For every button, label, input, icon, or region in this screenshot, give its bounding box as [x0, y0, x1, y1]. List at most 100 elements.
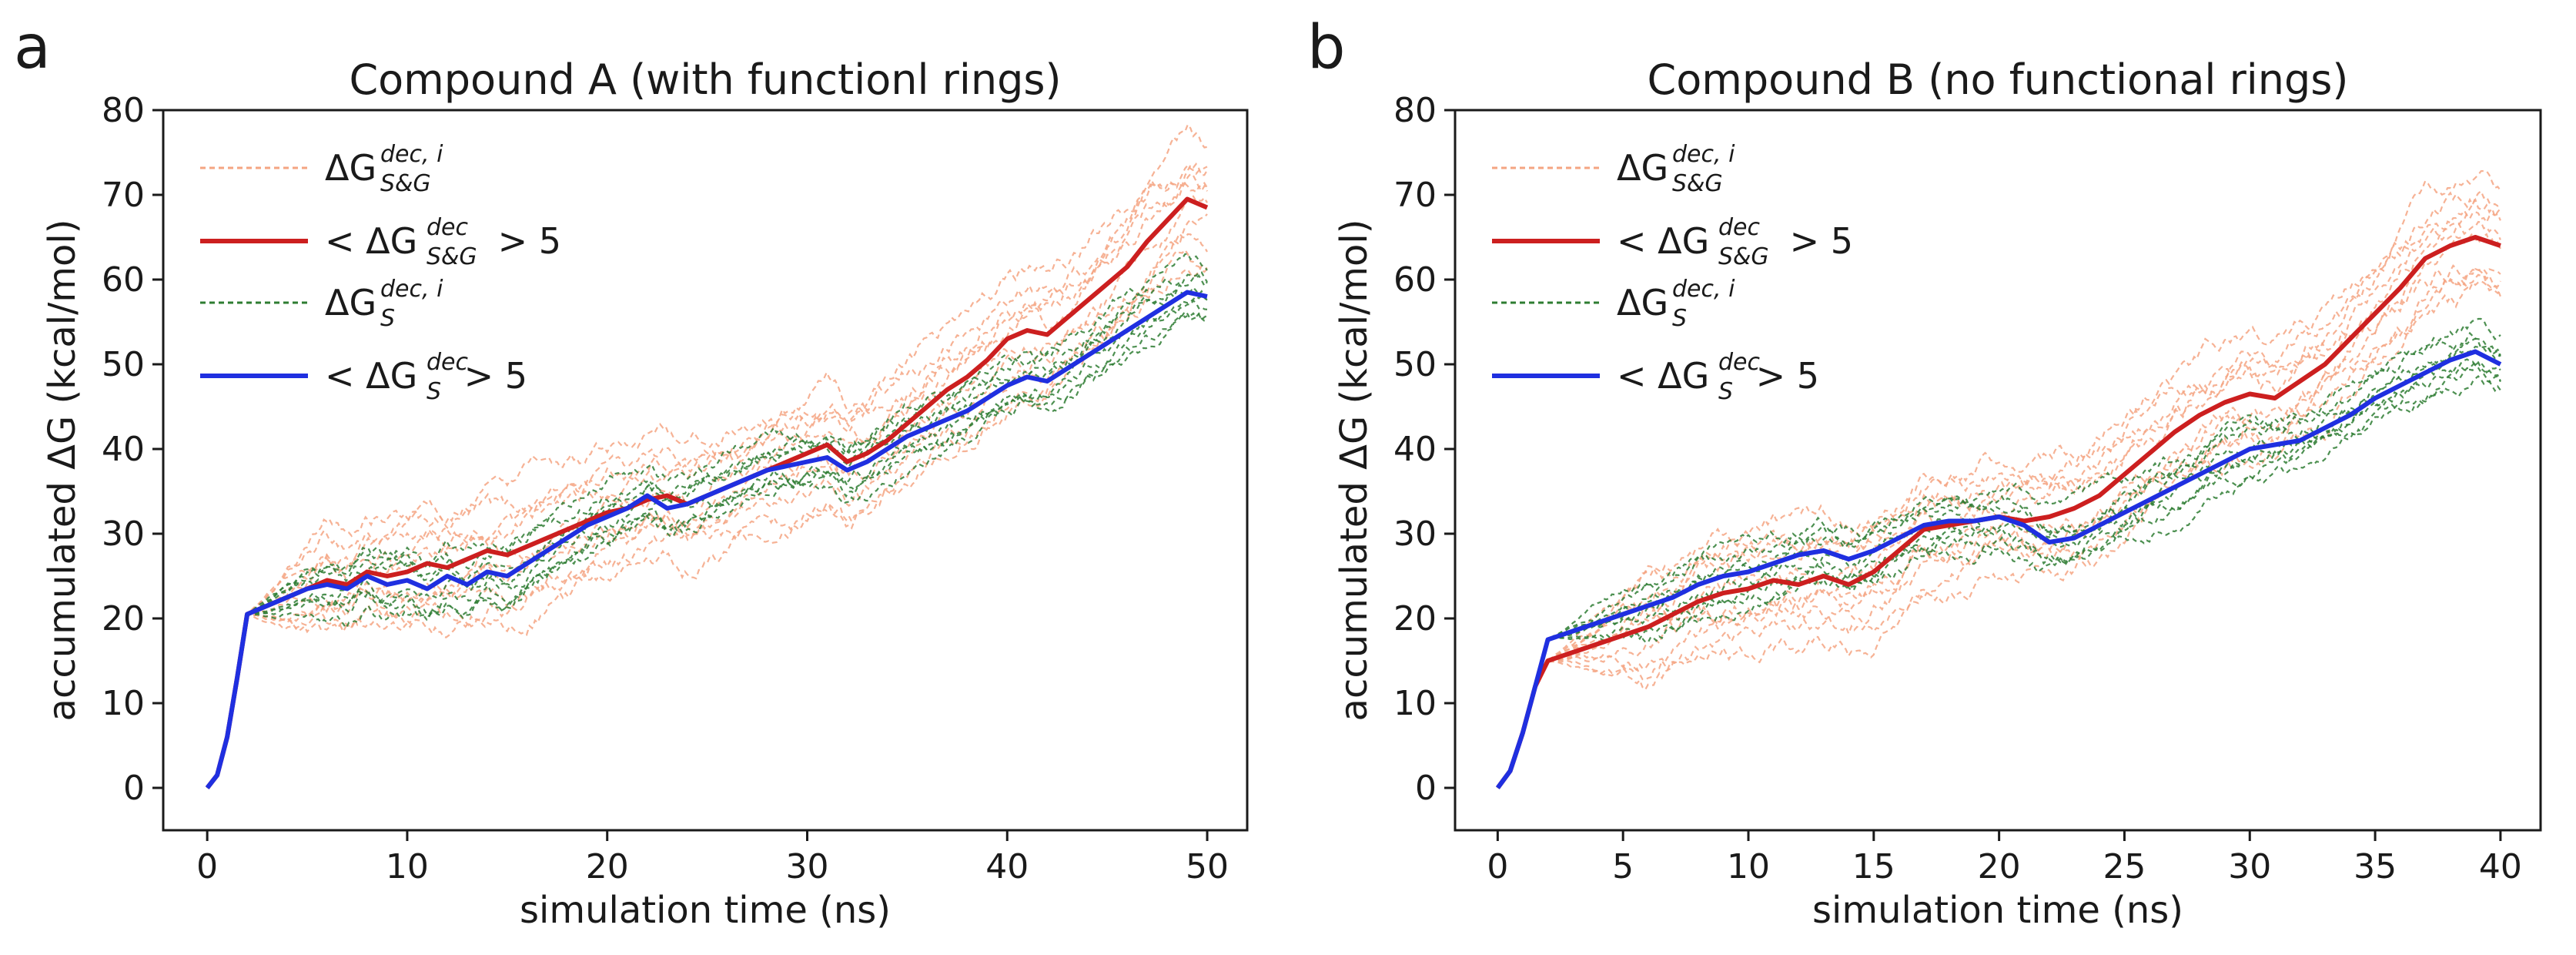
x-tick-label: 15: [1852, 847, 1895, 886]
chart-title: Compound A (with functionl rings): [349, 55, 1061, 104]
x-tick-label: 10: [1727, 847, 1770, 886]
replicate-s-line: [206, 312, 1208, 789]
replicate-s-line: [206, 271, 1208, 789]
replicate-sg-line: [1497, 273, 2501, 789]
x-axis-label: simulation time (ns): [520, 889, 891, 932]
legend-subscript: S: [380, 305, 395, 332]
y-axis-label: accumulated ΔG (kcal/mol): [41, 219, 84, 722]
replicate-sg-line: [206, 183, 1208, 789]
y-tick-label: 50: [102, 345, 145, 384]
legend-label: ΔG dec, i S&G: [325, 141, 443, 197]
y-tick-label: 70: [102, 176, 145, 215]
replicate-s-line: [206, 299, 1208, 789]
x-tick-label: 30: [2228, 847, 2271, 886]
legend-superscript: dec: [427, 214, 469, 241]
x-tick-label: 50: [1186, 847, 1229, 886]
legend-symbol: ΔG: [1617, 147, 1668, 189]
y-tick-label: 40: [102, 430, 145, 469]
legend-suffix: > 5: [453, 355, 527, 397]
y-tick-label: 20: [102, 599, 145, 638]
replicate-s-line: [1497, 331, 2501, 789]
y-tick-label: 30: [1393, 514, 1437, 554]
replicate-sg-line: [1497, 231, 2501, 789]
legend-subscript: S&G: [427, 243, 477, 270]
panel-letter-b: b: [1307, 13, 1346, 82]
legend-subscript: S&G: [380, 170, 431, 197]
y-tick-label: 0: [1415, 769, 1437, 808]
legend-superscript: dec: [1718, 214, 1761, 241]
panel-b: b Compound B (no functional rings) simula…: [1307, 13, 2542, 932]
y-tick-label: 60: [102, 260, 145, 300]
y-tick-label: 80: [102, 91, 145, 130]
x-tick-label: 20: [1978, 847, 2021, 886]
legend-subscript: S: [1718, 378, 1733, 405]
legend-symbol: < ΔG: [325, 220, 417, 262]
legend-suffix: > 5: [487, 220, 561, 262]
replicate-sg-line: [206, 232, 1208, 789]
x-tick-label: 10: [386, 847, 429, 886]
x-tick-label: 0: [196, 847, 218, 886]
x-axis-label: simulation time (ns): [1812, 889, 2183, 932]
replicate-s-line: [206, 310, 1208, 789]
legend-symbol: < ΔG: [325, 355, 417, 397]
chart-title: Compound B (no functional rings): [1647, 55, 2348, 104]
replicate-s-line: [206, 294, 1208, 789]
y-tick-label: 40: [1393, 430, 1437, 469]
x-tick-label: 20: [586, 847, 629, 886]
legend-suffix: > 5: [1745, 355, 1819, 397]
legend-suffix: > 5: [1778, 220, 1853, 262]
legend-subscript: S&G: [1672, 170, 1723, 197]
legend-superscript: dec: [1718, 349, 1761, 376]
legend-symbol: ΔG: [1617, 282, 1668, 323]
legend-label: < ΔG dec S&G > 5: [325, 214, 561, 270]
legend-label: ΔG dec, i S&G: [1617, 141, 1735, 197]
mean-s-line: [205, 290, 1208, 789]
y-tick-label: 60: [1393, 260, 1437, 300]
legend-symbol: ΔG: [325, 147, 376, 189]
replicate-sg-line: [1497, 189, 2501, 789]
replicate-s-line: [1497, 345, 2501, 789]
replicate-sg-line: [1497, 268, 2501, 789]
y-axis-label: accumulated ΔG (kcal/mol): [1333, 219, 1376, 722]
replicate-sg-line: [206, 163, 1208, 789]
panel-letter-a: a: [14, 13, 51, 82]
y-tick-label: 20: [1393, 599, 1437, 638]
legend-superscript: dec, i: [1672, 141, 1735, 168]
replicate-sg-line: [206, 122, 1208, 789]
replicate-sg-line: [206, 173, 1208, 789]
y-tick-label: 70: [1393, 176, 1437, 215]
legend: ΔG dec, i S&G< ΔG dec S&G > 5ΔG dec, i S< ΔG de…: [1492, 141, 1853, 405]
plot-frame: [162, 109, 1249, 832]
legend: ΔG dec, i S&G< ΔG dec S&G > 5ΔG dec, i S< ΔG de…: [200, 141, 561, 405]
legend-superscript: dec: [427, 349, 469, 376]
legend-label: < ΔG dec S&G > 5: [1617, 214, 1853, 270]
y-tick-label: 50: [1393, 345, 1437, 384]
legend-label: < ΔG dec S > 5: [325, 349, 527, 405]
y-tick-label: 80: [1393, 91, 1437, 130]
replicate-sg-line: [1497, 209, 2501, 789]
legend-symbol: < ΔG: [1617, 355, 1709, 397]
y-tick-label: 10: [102, 684, 145, 723]
replicate-s-line: [206, 286, 1208, 789]
mean-s-line: [1495, 349, 2502, 789]
replicate-s-line: [1497, 361, 2501, 789]
y-tick-label: 0: [123, 769, 145, 808]
x-tick-label: 5: [1612, 847, 1634, 886]
replicate-sg-line: [1497, 197, 2501, 789]
replicate-s-line: [1497, 360, 2501, 789]
replicate-sg-line: [1497, 279, 2501, 789]
replicate-sg-line: [206, 213, 1208, 789]
legend-symbol: < ΔG: [1617, 220, 1709, 262]
y-tick-label: 10: [1393, 684, 1437, 723]
plot-frame: [1454, 109, 2542, 832]
replicate-sg-line: [1497, 169, 2501, 789]
legend-superscript: dec, i: [380, 141, 443, 168]
legend-label: < ΔG dec S > 5: [1617, 349, 1819, 405]
replicate-s-line: [1497, 358, 2501, 789]
replicate-s-line: [206, 253, 1208, 789]
legend-superscript: dec, i: [1672, 276, 1735, 303]
replicate-s-line: [1497, 337, 2501, 789]
